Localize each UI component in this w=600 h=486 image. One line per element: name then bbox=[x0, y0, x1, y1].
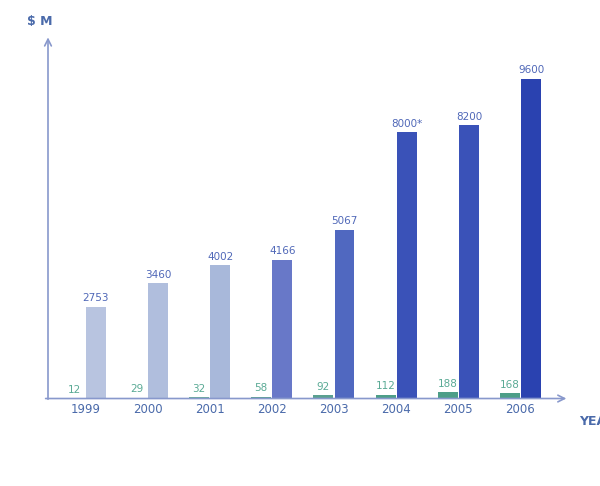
Text: 2753: 2753 bbox=[83, 294, 109, 303]
Text: YEAR: YEAR bbox=[580, 415, 600, 428]
Text: 29: 29 bbox=[130, 384, 143, 394]
Text: $ M: $ M bbox=[28, 15, 53, 28]
Text: 8000*: 8000* bbox=[391, 119, 422, 129]
Bar bbox=[500, 393, 520, 399]
Bar bbox=[376, 395, 395, 399]
Text: 168: 168 bbox=[500, 380, 520, 390]
Text: 32: 32 bbox=[193, 384, 206, 394]
Text: 188: 188 bbox=[438, 379, 458, 389]
Bar bbox=[313, 396, 334, 399]
Bar bbox=[272, 260, 292, 399]
Bar bbox=[189, 398, 209, 399]
Bar bbox=[86, 307, 106, 399]
Text: 4166: 4166 bbox=[269, 246, 296, 256]
Bar bbox=[521, 79, 541, 399]
Text: 9600: 9600 bbox=[518, 65, 544, 75]
Text: 3460: 3460 bbox=[145, 270, 171, 280]
Text: 8200: 8200 bbox=[456, 112, 482, 122]
Text: 112: 112 bbox=[376, 382, 395, 391]
Bar bbox=[127, 398, 147, 399]
Bar bbox=[438, 392, 458, 399]
Bar bbox=[251, 397, 271, 399]
Text: 58: 58 bbox=[254, 383, 268, 393]
Text: 12: 12 bbox=[68, 385, 82, 395]
Bar bbox=[148, 283, 168, 399]
Text: 5067: 5067 bbox=[331, 216, 358, 226]
Bar bbox=[459, 125, 479, 399]
Text: 4002: 4002 bbox=[207, 252, 233, 262]
Text: 92: 92 bbox=[317, 382, 330, 392]
Bar bbox=[210, 265, 230, 399]
Bar bbox=[335, 230, 355, 399]
Bar bbox=[397, 132, 416, 399]
